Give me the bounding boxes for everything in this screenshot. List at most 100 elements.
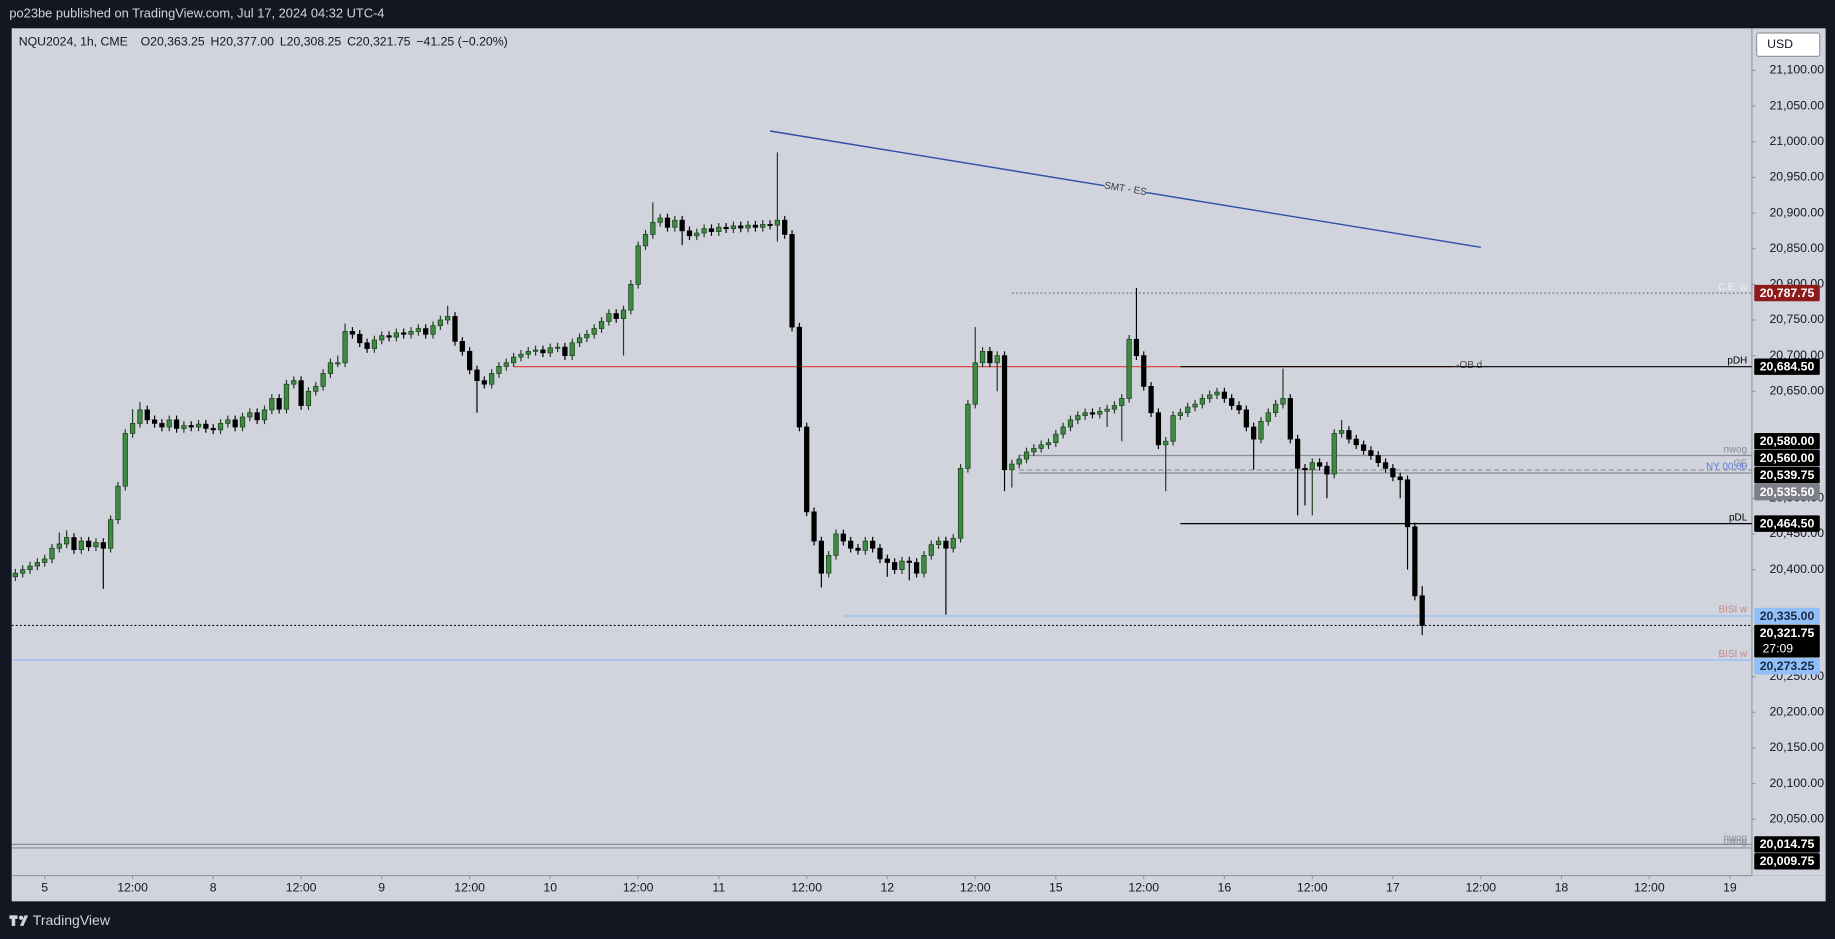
x-tick-label: 12 bbox=[880, 881, 894, 895]
candle-body bbox=[1185, 406, 1191, 414]
candle-body bbox=[540, 349, 546, 354]
brand-logo bbox=[9, 915, 29, 926]
candle-body bbox=[496, 366, 502, 374]
candle-body bbox=[965, 403, 971, 469]
candle-body bbox=[664, 217, 671, 228]
candle-body bbox=[642, 234, 649, 247]
price-label-box bbox=[1754, 284, 1820, 302]
candle-body bbox=[34, 562, 40, 567]
candle-body bbox=[1221, 391, 1227, 399]
candle-body bbox=[1031, 448, 1037, 453]
candle-body bbox=[1397, 476, 1403, 481]
x-tick-label: 5 bbox=[41, 881, 48, 895]
candle-body bbox=[42, 558, 48, 563]
candle-body bbox=[115, 485, 121, 521]
candle-body bbox=[71, 537, 77, 551]
candle-body bbox=[210, 428, 216, 431]
candle-body bbox=[928, 544, 934, 556]
candle-body bbox=[547, 347, 553, 354]
price-label: 20,335.00 bbox=[1760, 609, 1815, 623]
candle-body bbox=[93, 542, 99, 548]
currency-button[interactable] bbox=[1756, 32, 1821, 57]
candle-body bbox=[620, 309, 627, 319]
x-tick-label: 12:00 bbox=[791, 881, 822, 895]
x-tick-label: 12:00 bbox=[117, 881, 148, 895]
bar-countdown: 27:09 bbox=[1762, 642, 1793, 656]
candle-body bbox=[298, 380, 304, 406]
ohlc-value: −41.25 (−0.20%) bbox=[416, 35, 507, 49]
candle-body bbox=[708, 228, 715, 232]
price-label-box bbox=[1754, 658, 1820, 675]
candle-body bbox=[1236, 405, 1242, 411]
x-tick-label: 12:00 bbox=[1297, 881, 1328, 895]
candle-body bbox=[532, 349, 539, 352]
y-tick-label: 20,750.00 bbox=[1769, 312, 1824, 326]
candle-body bbox=[1404, 479, 1411, 528]
candle-body bbox=[804, 426, 810, 513]
candle-body bbox=[510, 356, 517, 364]
y-tick-label: 21,000.00 bbox=[1769, 134, 1824, 148]
price-label-box bbox=[1754, 483, 1820, 501]
x-tick-label: 12:00 bbox=[1465, 881, 1496, 895]
candle-body bbox=[49, 547, 55, 560]
candle-body bbox=[503, 362, 509, 367]
candle-body bbox=[401, 332, 407, 335]
symbol-legend: NQU2024, 1h, CME O20,363.25 H20,377.00 L20… bbox=[19, 35, 508, 49]
candle-body bbox=[349, 331, 356, 335]
candle-body bbox=[833, 533, 839, 556]
candle-body bbox=[1067, 419, 1074, 428]
candle-body bbox=[1104, 408, 1110, 412]
price-label-box bbox=[1754, 433, 1820, 450]
candle-body bbox=[576, 337, 583, 344]
ohlc-value: O20,363.25 bbox=[141, 35, 205, 49]
x-tick-label: 11 bbox=[712, 881, 725, 895]
y-tick-label: 21,050.00 bbox=[1769, 98, 1824, 112]
candle-body bbox=[261, 409, 268, 421]
y-tick-label: 20,950.00 bbox=[1769, 170, 1824, 184]
candle-body bbox=[562, 346, 568, 357]
candle-body bbox=[782, 219, 788, 235]
candle-body bbox=[276, 398, 282, 410]
candle-body bbox=[1346, 430, 1352, 440]
candle-body bbox=[760, 224, 766, 228]
candle-body bbox=[415, 328, 421, 332]
candle-body bbox=[364, 342, 370, 349]
publisher-line: po23be published on TradingView.com, Jul… bbox=[9, 6, 384, 21]
candle-body bbox=[1382, 462, 1389, 469]
candle-body bbox=[613, 313, 619, 319]
candle-body bbox=[1331, 433, 1337, 475]
candle-body bbox=[203, 423, 209, 429]
candle-body bbox=[393, 332, 400, 338]
candle-body bbox=[12, 572, 18, 578]
candle-body bbox=[848, 540, 854, 549]
candle-body bbox=[979, 351, 986, 364]
x-tick-label: 10 bbox=[543, 881, 557, 895]
candle-body bbox=[489, 373, 495, 385]
candle-body bbox=[870, 540, 876, 549]
candle-body bbox=[1089, 412, 1096, 415]
candle-body bbox=[818, 540, 824, 574]
candle-body bbox=[811, 511, 817, 542]
price-label-box bbox=[1754, 836, 1820, 853]
currency[interactable]: USD bbox=[1767, 37, 1793, 51]
candle-body bbox=[1119, 398, 1125, 406]
candle-body bbox=[598, 321, 605, 329]
candle-body bbox=[27, 565, 33, 570]
y-tick-label: 20,700.00 bbox=[1769, 348, 1824, 362]
candle-body bbox=[972, 362, 978, 405]
candle-body bbox=[269, 398, 275, 411]
candle-body bbox=[137, 409, 143, 424]
candle-body bbox=[1207, 394, 1213, 399]
candle-body bbox=[217, 423, 224, 431]
candle-body bbox=[107, 519, 114, 549]
candle-body bbox=[371, 339, 378, 349]
candle-body bbox=[1368, 450, 1374, 456]
candle-body bbox=[913, 562, 920, 574]
candle-body bbox=[188, 425, 194, 428]
level-label: nwog bbox=[1723, 837, 1747, 848]
x-tick-label: 12:00 bbox=[454, 881, 485, 895]
candle-body bbox=[716, 226, 722, 232]
candle-body bbox=[1141, 355, 1147, 387]
candle-body bbox=[518, 353, 524, 358]
